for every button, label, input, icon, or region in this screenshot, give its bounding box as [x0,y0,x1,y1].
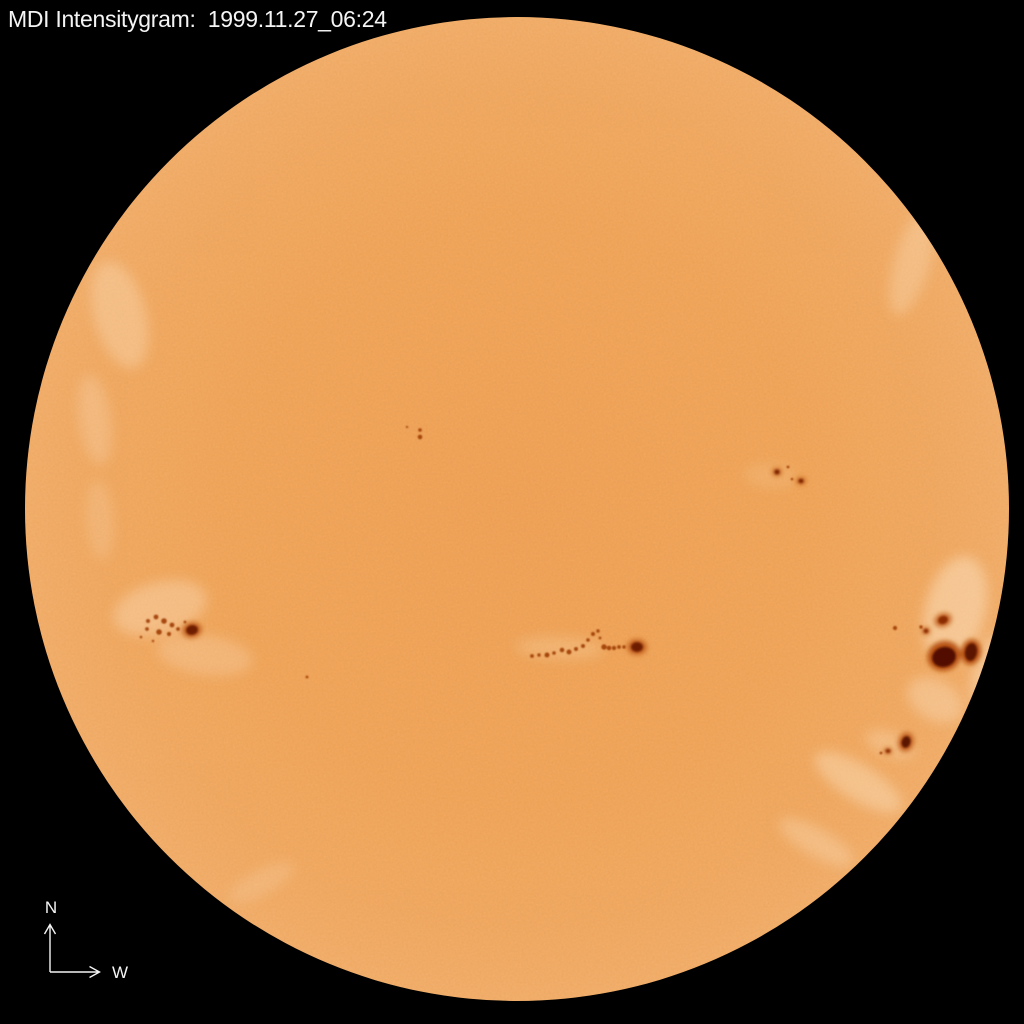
sunspot-pore [183,620,187,624]
sunspot-pore [892,625,898,631]
sunspot-umbra [938,615,948,625]
sunspot-pore [161,618,167,624]
sunspot-umbra [774,469,780,475]
faculae-patch [516,636,604,660]
sunspot-pore [537,653,541,657]
sunspot-pore [596,629,600,633]
sunspot-pore [611,645,617,651]
sunspot-pore [156,629,162,635]
faculae-patch [229,862,295,902]
sunspot-pore [145,627,149,631]
faculae-patch [778,817,854,867]
sunspot-pore [919,625,923,629]
sunspot-pore [790,477,794,481]
west-arrow-icon [50,965,101,979]
sunspot-pore-layer [139,425,923,755]
sunspot-pore [566,649,572,655]
sunspot-pore [530,654,534,658]
sunspot-umbra [186,624,198,636]
sunspot-umbra [885,749,891,753]
sunspot-pore [166,631,172,637]
sunspot-pore [786,465,790,469]
sunspot-pore [305,675,309,679]
sunspot-umbra [932,646,956,668]
faculae-patch [113,579,207,637]
sunspot-pore [153,614,159,620]
sunspot-pore [606,645,612,651]
sunspot-pore [151,639,155,643]
faculae-patch [91,261,149,369]
compass: N W [43,898,128,982]
sunspot-pore [601,644,607,650]
sunspot-umbra [901,736,911,748]
sunspot-pore [622,645,626,649]
sunspot-pore [176,627,180,631]
faculae-patch [888,208,936,316]
faculae-patch [744,463,796,489]
faculae-patch [922,556,988,664]
sunspot-pore [879,751,883,755]
sunspot-umbra-layer [186,469,978,753]
compass-north-label: N [45,898,57,917]
sunspot-pore [417,434,423,440]
faculae-patch [814,751,902,813]
faculae-patch [907,677,963,723]
sunspot-pore [574,647,578,651]
faculae-patch [85,480,115,560]
sunspot-umbra [964,643,978,661]
sunspot-pore [591,632,595,636]
sunspot-umbra [798,478,804,484]
faculae-patch [157,634,253,676]
sunspot-pore [586,638,590,642]
sunspot-umbra [923,628,929,634]
sunspot-pore [552,651,556,655]
sunspot-pore [598,636,602,640]
sunspot-pore [617,645,621,649]
faculae-patch [77,375,113,465]
sunspot-pore [139,635,143,639]
north-arrow-icon [43,923,57,972]
sunspot-pore [559,647,565,653]
compass-west-label: W [112,963,128,982]
sunspot-pore [581,644,585,648]
sunspot-pore [418,428,422,432]
sunspot-umbra [631,642,643,652]
sunspot-pore [169,622,175,628]
sunspot-pore [146,619,150,623]
sunspot-pore [544,652,550,658]
image-title: MDI Intensitygram: 1999.11.27_06:24 [8,6,387,32]
sunspot-pore [405,425,409,429]
